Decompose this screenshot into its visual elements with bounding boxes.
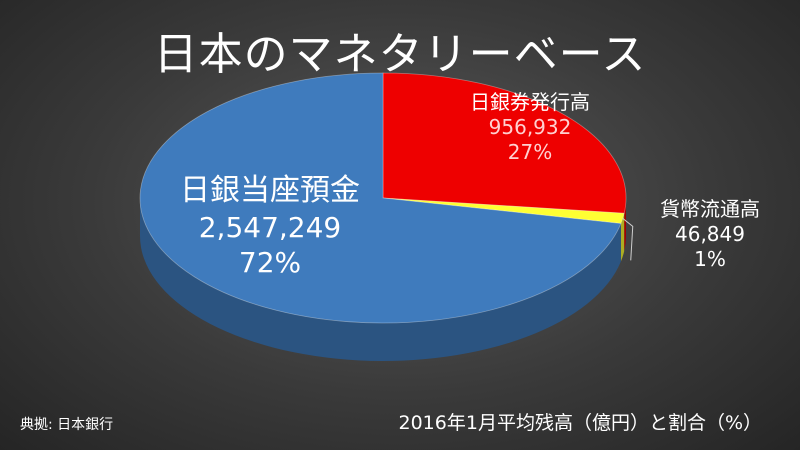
label-bank-notes-percent: 27% — [507, 140, 553, 164]
label-current-deposits-value: 2,547,249 — [198, 210, 342, 244]
slice-side-current-deposits — [140, 198, 621, 362]
label-current-deposits-percent: 72% — [238, 245, 302, 279]
slice-coins — [382, 197, 625, 224]
pie-top — [139, 72, 627, 324]
leader-line-coins — [622, 217, 634, 261]
label-coins-name: 貨幣流通高 — [660, 197, 760, 221]
slice-bank-notes — [382, 72, 627, 214]
slice-current-deposits — [139, 72, 622, 324]
label-coins: 貨幣流通高 46,849 1% — [620, 197, 800, 272]
source-note: 典拠: 日本銀行 — [20, 417, 114, 433]
label-current-deposits: 日銀当座預金 2,547,249 72% — [140, 172, 400, 280]
slice-side-coins — [620, 213, 625, 262]
page-title: 日本のマネタリーベース — [153, 29, 647, 80]
label-bank-notes: 日銀券発行高 956,932 27% — [430, 90, 630, 165]
pie-depth — [140, 198, 626, 362]
slice-side-bank-notes — [624, 198, 626, 252]
label-coins-value: 46,849 — [675, 222, 745, 246]
label-bank-notes-name: 日銀券発行高 — [470, 90, 590, 114]
unit-note: 2016年1月平均残高（億円）と割合（%） — [398, 412, 763, 434]
label-bank-notes-value: 956,932 — [488, 115, 572, 139]
label-coins-percent: 1% — [694, 247, 726, 271]
label-current-deposits-name: 日銀当座預金 — [180, 173, 360, 208]
leader-lines — [622, 217, 634, 261]
